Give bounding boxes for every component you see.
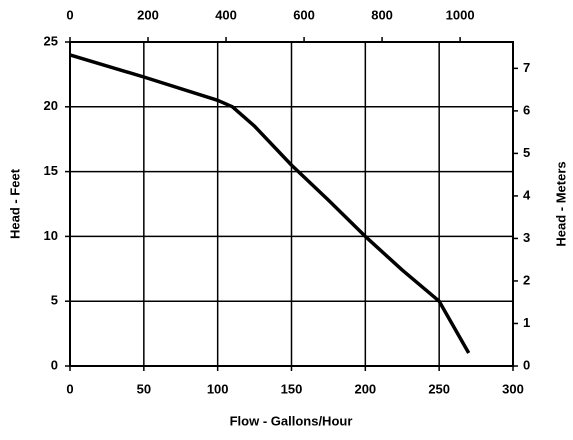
x2-tick-label: 600 bbox=[293, 7, 315, 22]
x2-tick-label: 1000 bbox=[446, 7, 475, 22]
x-tick-label: 0 bbox=[66, 381, 73, 396]
y-axis-label: Head - Feet bbox=[7, 168, 22, 239]
y2-tick-label: 0 bbox=[523, 357, 530, 372]
y-tick-label: 0 bbox=[51, 357, 58, 372]
x-tick-label: 200 bbox=[354, 381, 376, 396]
x-axis-label: Flow - Gallons/Hour bbox=[230, 413, 353, 428]
x2-tick-label: 800 bbox=[371, 7, 393, 22]
x-tick-label: 100 bbox=[207, 381, 229, 396]
y2-tick-label: 5 bbox=[523, 145, 530, 160]
y-tick-label: 5 bbox=[51, 293, 58, 308]
y-tick-label: 10 bbox=[44, 228, 58, 243]
x2-tick-label: 400 bbox=[215, 7, 237, 22]
y-tick-label: 15 bbox=[44, 163, 58, 178]
x2-tick-label: 0 bbox=[66, 7, 73, 22]
x-tick-label: 150 bbox=[281, 381, 303, 396]
curve bbox=[69, 53, 471, 354]
y2-tick-label: 3 bbox=[523, 230, 530, 245]
plot-frame bbox=[69, 41, 514, 367]
x-tick-label: 300 bbox=[502, 381, 524, 396]
y-tick-label: 20 bbox=[44, 98, 58, 113]
y2-tick-label: 4 bbox=[523, 187, 531, 202]
x-tick-label: 250 bbox=[428, 381, 450, 396]
y2-tick-label: 2 bbox=[523, 272, 530, 287]
y2-axis-label: Head - Meters bbox=[553, 161, 568, 246]
y2-tick-label: 6 bbox=[523, 102, 530, 117]
y-tick-label: 25 bbox=[44, 33, 58, 48]
y2-tick-label: 7 bbox=[523, 60, 530, 75]
y2-tick-label: 1 bbox=[523, 315, 530, 330]
x-tick-label: 50 bbox=[137, 381, 151, 396]
x2-tick-label: 200 bbox=[137, 7, 159, 22]
